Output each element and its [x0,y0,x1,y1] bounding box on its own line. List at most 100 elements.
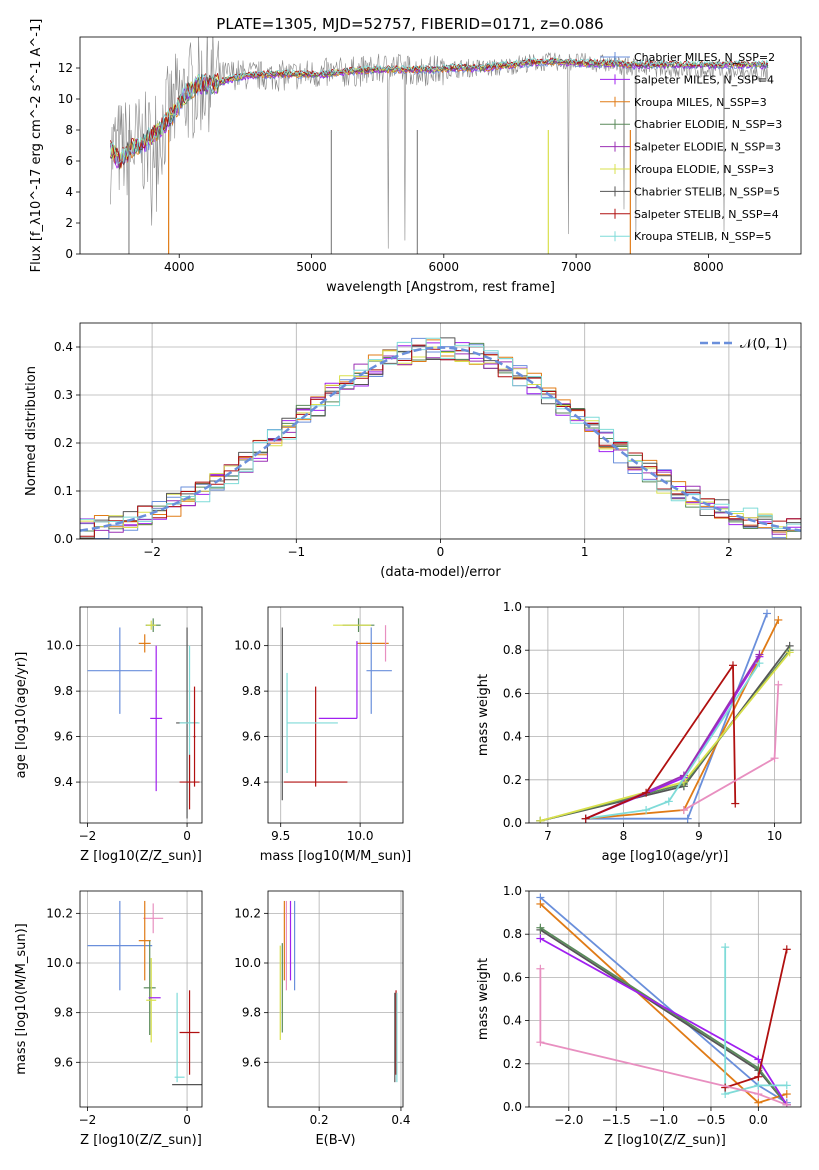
x-tick-label: −1 [287,545,305,559]
plot-area [80,323,801,539]
y-tick-label: 9.6 [242,730,261,744]
y-tick-label: 10.2 [46,906,73,920]
y-tick-label: 1.0 [503,600,522,614]
mass-weight-series-line [585,662,761,820]
axes-frame [79,36,802,255]
x-tick-label: 0 [183,1113,191,1127]
plot-area [268,891,403,1107]
x-tick-label: 9.5 [271,829,290,843]
legend-label: Chabrier ELODIE, N_SSP=3 [634,118,782,131]
normal-curve [80,346,801,532]
y-tick-label: 0.2 [503,1057,522,1071]
plot-area [80,891,202,1107]
legend: 𝒩(0, 1) [700,337,787,352]
y-axis-label: Flux [f_λ10^-17 erg cm^-2 s^-1 A^-1] [29,19,44,273]
panel-2: −2 −1 0 1 2 0.0 0.1 0.2 0.3 0.4 (data-model)/error… [24,322,802,580]
x-tick-label: 5000 [296,260,327,274]
y-tick-label: 10.2 [234,906,261,920]
legend-label: Chabrier STELIB, N_SSP=5 [634,185,780,198]
x-axis-label: Z [log10(Z/Z_sun)] [80,849,202,864]
x-tick-label: 0 [183,829,191,843]
x-axis-label: (data-model)/error [380,565,501,580]
x-tick-label: 8 [620,829,628,843]
legend-label: Chabrier MILES, N_SSP=2 [634,51,775,64]
mass-weight-series-line [585,664,737,820]
legend-label: Kroupa MILES, N_SSP=3 [634,96,767,109]
y-tick-label: 12 [58,61,73,75]
y-tick-label: 0.1 [54,484,73,498]
y-axis-label: mass weight [476,674,491,756]
axes-frame [528,606,802,824]
axes-frame [79,606,203,824]
axes-frame [267,606,404,824]
x-tick-label: 10.0 [347,829,374,843]
x-tick-label: 4000 [164,260,195,274]
y-tick-label: 0.4 [503,1014,522,1028]
y-tick-label: 8 [65,123,73,137]
legend-label: Salpeter ELODIE, N_SSP=3 [634,141,781,154]
y-tick-label: 1.0 [503,884,522,898]
mass-weight-series-line [540,649,791,822]
plot-area [529,607,801,823]
x-tick-label: −0.5 [696,1113,725,1127]
model-series-line [110,56,769,164]
y-tick-label: 9.8 [242,1006,261,1020]
y-tick-label: 0.4 [503,730,522,744]
x-tick-label: −2 [79,829,97,843]
legend-label: Kroupa STELIB, N_SSP=5 [634,230,772,243]
y-tick-label: 6 [65,154,73,168]
panel-7: 0.2 0.4 9.6 9.8 10.0 10.2 E(B-V) [234,890,411,1148]
x-tick-label: 6000 [429,260,460,274]
legend-label: Kroupa ELODIE, N_SSP=3 [634,163,774,176]
plot-area [80,607,202,823]
mass-weight-series-line [539,968,788,1106]
y-tick-label: 2 [65,216,73,230]
x-tick-label: −2.0 [554,1113,583,1127]
y-tick-label: 0 [65,247,73,261]
y-tick-label: 9.4 [242,775,261,789]
y-tick-label: 0.6 [503,970,522,984]
y-tick-label: 10 [58,92,73,106]
x-axis-label: Z [log10(Z/Z_sun)] [80,1133,202,1148]
x-tick-label: 7 [544,829,552,843]
legend-label: Salpeter STELIB, N_SSP=4 [634,208,779,221]
y-tick-label: 9.8 [54,1006,73,1020]
y-tick-label: 9.6 [54,1055,73,1069]
chart-title: PLATE=1305, MJD=52757, FIBERID=0171, z=0… [216,15,603,33]
x-axis-label: mass [log10(M/M_sun)] [260,849,412,864]
x-tick-label: 7000 [561,260,592,274]
x-axis-label: age [log10(age/yr)] [602,849,729,864]
y-tick-label: 4 [65,185,73,199]
y-tick-label: 10.0 [234,639,261,653]
x-tick-label: 1 [581,545,589,559]
y-tick-label: 0.8 [503,927,522,941]
y-tick-label: 9.8 [242,684,261,698]
x-axis-label: wavelength [Angstrom, rest frame] [326,280,555,295]
y-tick-label: 10.0 [46,639,73,653]
y-tick-label: 0.3 [54,388,73,402]
axes-frame [267,890,404,1108]
x-axis-label: Z [log10(Z/Z_sun)] [604,1133,726,1148]
plot-area [268,607,403,823]
x-tick-label: −2 [143,545,161,559]
y-tick-label: 0.8 [503,643,522,657]
model-series-line [110,58,769,163]
x-tick-label: 0.2 [310,1113,329,1127]
y-tick-label: 0.4 [54,340,73,354]
axes-frame [79,890,203,1108]
legend-label: 𝒩(0, 1) [740,337,787,352]
panel-3: −2 0 9.4 9.6 9.8 10.0 Z [log10(Z/Z_sun)] age [l… [14,606,203,864]
y-tick-label: 0.0 [54,532,73,546]
y-tick-label: 9.6 [54,730,73,744]
panel-8: −2.0 −1.5 −1.0 −0.5 0.0 0.0 0.2 0.4 0.6 0.8 1.0 Z [… [476,884,802,1148]
x-tick-label: −1.0 [649,1113,678,1127]
legend: Chabrier MILES, N_SSP=2 Salpeter MILES, N… [600,51,782,243]
y-tick-label: 9.4 [54,775,73,789]
y-tick-label: 0.0 [503,1100,522,1114]
y-tick-label: 0.6 [503,686,522,700]
y-tick-label: 9.6 [242,1055,261,1069]
legend-label: Salpeter MILES, N_SSP=4 [634,73,774,86]
panel-5: 7 8 9 10 0.0 0.2 0.4 0.6 0.8 1.0 age [log10(age/yr… [476,600,802,864]
y-axis-label: mass weight [476,958,491,1040]
y-tick-label: 9.8 [54,684,73,698]
